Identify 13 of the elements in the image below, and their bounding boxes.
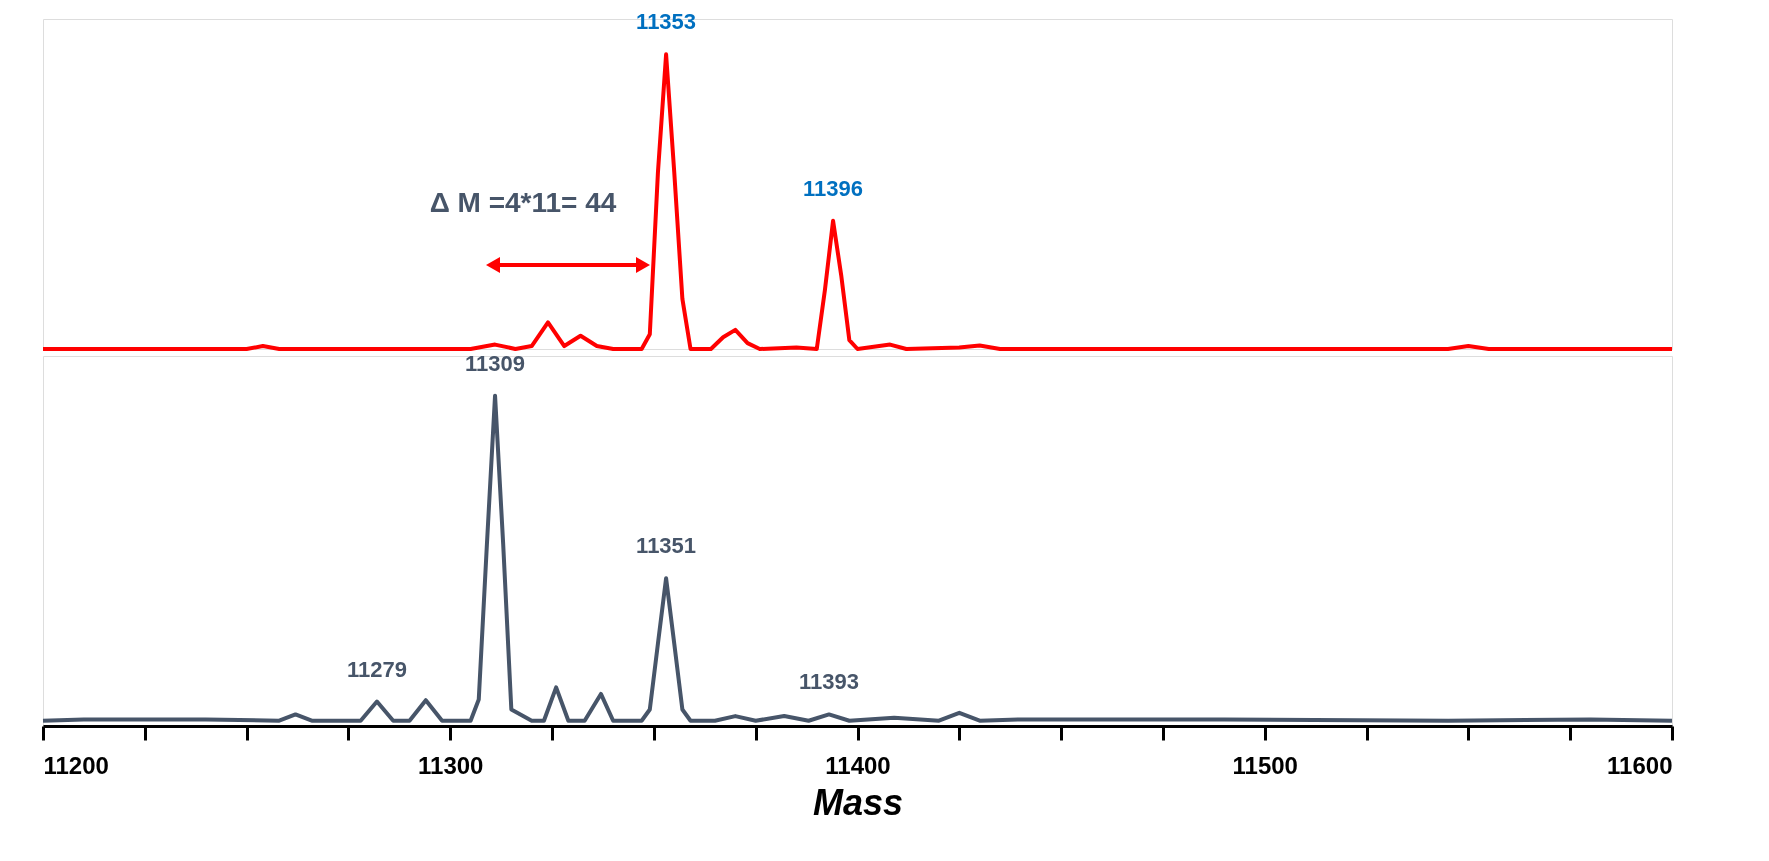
- x-tick-label: 11300: [418, 751, 484, 779]
- x-tick-label: 11200: [43, 751, 109, 779]
- annotation: 11396: [803, 175, 864, 201]
- annotation: 11393: [799, 669, 859, 695]
- x-tick-label: 11600: [1607, 751, 1673, 779]
- annotation: 11351: [636, 533, 697, 559]
- x-axis-title: Mass: [812, 781, 904, 823]
- annotation: Δ M =4*11= 44: [429, 187, 617, 218]
- x-tick-label: 11400: [825, 751, 891, 779]
- annotation: 11353: [636, 9, 697, 35]
- annotation: 11279: [346, 656, 407, 682]
- x-tick-label: 11500: [1232, 751, 1298, 779]
- annotation: 11309: [465, 350, 526, 376]
